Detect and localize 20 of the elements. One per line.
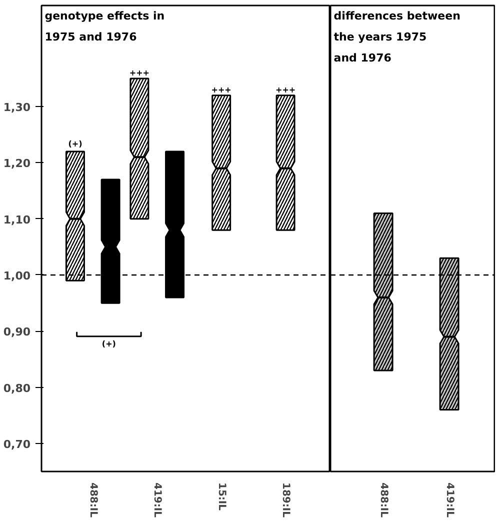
y-tick-label: 1,00 [3,269,31,282]
x-tick-label: 488:IL [378,482,389,518]
x-tick-label: 15:IL [216,482,227,512]
y-tick-label: 1,10 [3,213,31,226]
x-tick-label: 189:IL [280,482,292,518]
x-tick-label: 488:IL [87,482,98,518]
y-tick-label: 0,70 [3,438,31,451]
annotation: +++ [275,85,296,94]
y-tick-label: 0,80 [3,382,31,395]
annotation: +++ [211,85,232,94]
text: differences between the years 1975 and 1976 [334,10,460,65]
annotation: +++ [129,68,150,78]
annotation: (+) [68,139,82,148]
y-tick-label: 1,30 [3,101,31,114]
y-tick-label: 0,90 [3,326,31,339]
text: genotype effects in 1975 and 1976 [44,10,165,44]
annotation: (+) [102,339,116,348]
x-tick-label: 419:IL [444,482,455,518]
y-tick-label: 1,20 [3,157,31,170]
x-tick-label: 419:IL [152,482,163,518]
